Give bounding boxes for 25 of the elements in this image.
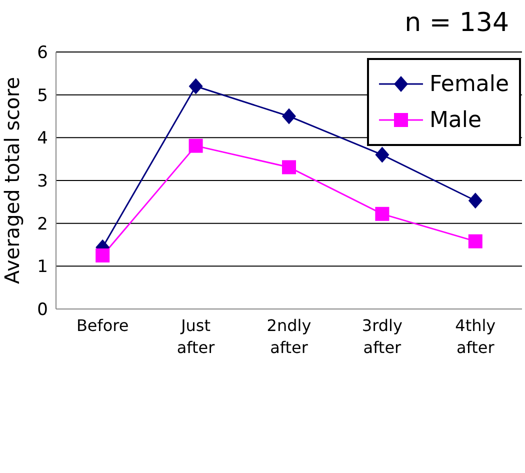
x-tick-label: Before [76, 316, 129, 335]
y-tick-label: 1 [37, 257, 48, 278]
y-tick-label: 3 [37, 172, 48, 192]
legend-label: Male [429, 108, 482, 132]
point [468, 192, 482, 209]
x-tick-label: 2ndly after [266, 316, 312, 357]
x-tick-label: 4thly after [455, 316, 496, 357]
y-tick-label: 0 [37, 300, 48, 320]
x-tick-label: 3rdly after [362, 316, 402, 357]
chart-title: n = 134 [404, 8, 509, 38]
y-tick-label: 4 [37, 128, 48, 149]
y-tick-label: 6 [37, 43, 48, 64]
point [282, 160, 296, 174]
y-tick-label: 2 [37, 214, 48, 234]
point [188, 78, 203, 94]
y-tick-label: 5 [37, 86, 48, 106]
point [96, 248, 110, 262]
legend-label: Female [429, 72, 509, 96]
point [282, 108, 296, 124]
x-tick-label: Just after [176, 316, 216, 357]
point [375, 146, 390, 163]
point [468, 234, 482, 248]
point [188, 138, 203, 153]
y-axis-title: Averaged total score [0, 76, 24, 284]
point [375, 206, 390, 221]
